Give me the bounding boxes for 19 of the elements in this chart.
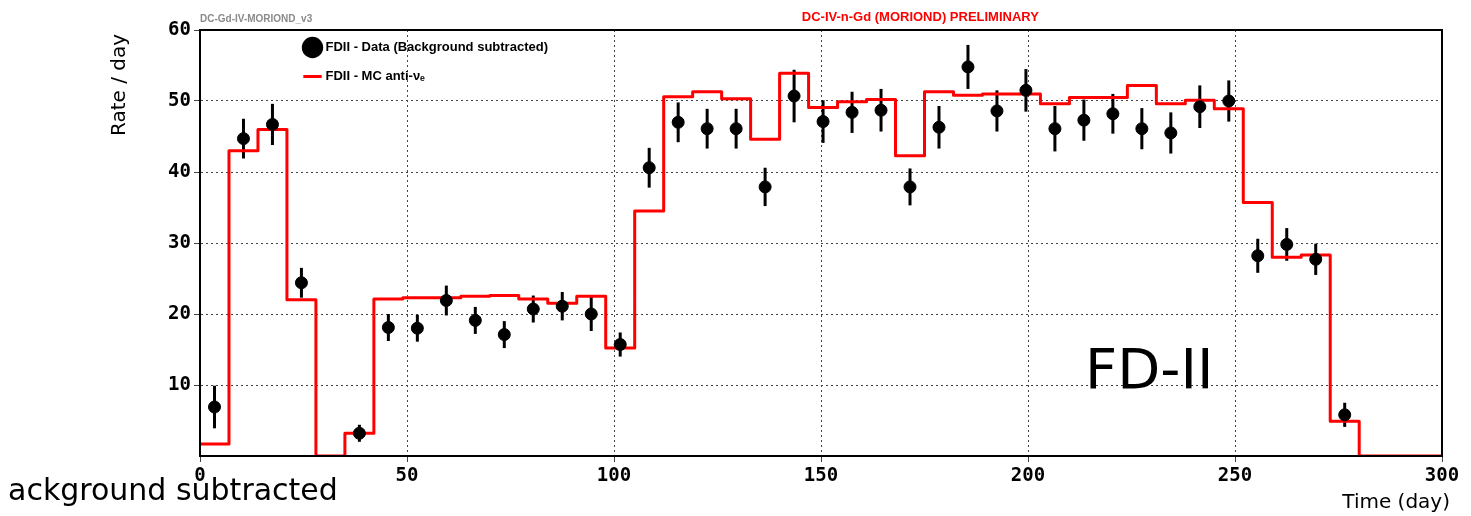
x-tick-label: 150 [803, 463, 839, 486]
y-tick-label: 10 [168, 371, 191, 394]
x-axis-title: Time (day) [1341, 489, 1450, 513]
y-axis-title: Rate / day [106, 33, 131, 137]
legend-label: FDII - MC anti-νₑ [325, 68, 426, 84]
x-tick-label: 100 [596, 463, 632, 486]
legend-label: FDII - Data (Background subtracted) [325, 39, 548, 55]
y-tick-label: 30 [168, 229, 191, 252]
chart-title: DC-IV-n-Gd (MORIOND) PRELIMINARY [801, 9, 1040, 25]
y-tick-label: 60 [168, 16, 191, 39]
x-tick-label: 200 [1010, 463, 1046, 486]
y-tick-label: 50 [168, 87, 191, 110]
y-tick-label: 40 [168, 158, 191, 181]
x-tick-label: 50 [395, 463, 419, 486]
x-tick-label: 300 [1424, 463, 1460, 486]
x-tick-label: 250 [1217, 463, 1253, 486]
text: DC-Gd-IV-MORIOND_v3 [200, 13, 313, 24]
y-tick-label: 20 [168, 300, 191, 323]
annotation: FD-II [1085, 336, 1214, 401]
